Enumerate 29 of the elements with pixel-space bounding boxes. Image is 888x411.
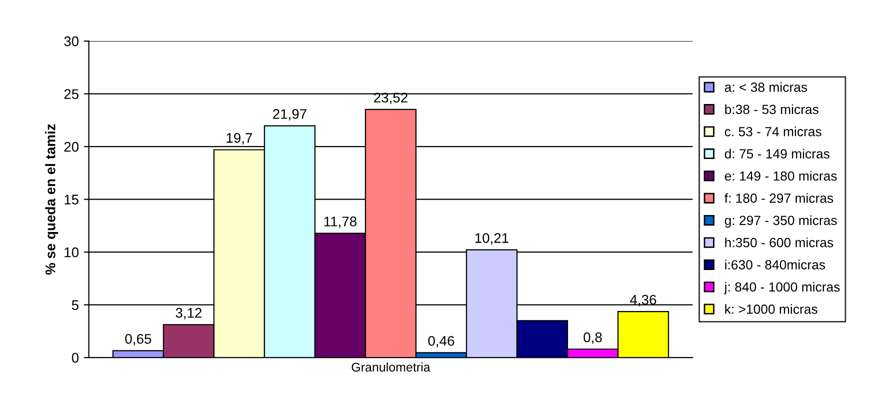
y-tick-label: 20 xyxy=(64,142,79,152)
y-tick-label: 30 xyxy=(64,36,79,46)
legend-label: h:350 - 600 micras xyxy=(725,238,834,248)
data-label: 0,8 xyxy=(584,332,602,344)
data-label: 0,65 xyxy=(125,334,152,346)
data-label: 19,7 xyxy=(226,133,252,144)
data-label: 3,12 xyxy=(176,308,202,320)
y-tick-label: 25 xyxy=(64,89,78,100)
y-tick-label: 0 xyxy=(72,352,79,363)
data-label: 0,46 xyxy=(428,336,454,348)
data-label: 21,97 xyxy=(273,109,306,121)
y-axis-title: % se queda en el tamiz xyxy=(45,124,58,275)
data-label: 10,21 xyxy=(475,233,508,245)
data-label: 4,36 xyxy=(630,294,656,306)
legend-label: i:630 - 840micras xyxy=(725,260,826,270)
legend-label: a: < 38 micras xyxy=(724,82,808,92)
legend-label: e: 149 - 180 micras xyxy=(724,170,837,181)
y-tick-label: 15 xyxy=(64,194,78,205)
y-tick-label: 5 xyxy=(72,300,78,310)
legend-label: b:38 - 53 micras xyxy=(725,104,818,114)
legend-label: j: 840 - 1000 micras xyxy=(724,282,840,294)
data-label: 11,78 xyxy=(324,216,356,228)
legend-label: d: 75 - 149 micras xyxy=(724,148,830,158)
legend-label: k: >1000 micras xyxy=(725,304,818,314)
legend-label: f: 180 - 297 micras xyxy=(724,193,834,203)
y-tick-label: 10 xyxy=(64,247,79,258)
x-tick-label: Granulometria xyxy=(352,362,430,372)
legend-label: g: 297 - 350 micras xyxy=(724,215,837,228)
legend-label: c. 53 - 74 micras xyxy=(724,126,822,136)
